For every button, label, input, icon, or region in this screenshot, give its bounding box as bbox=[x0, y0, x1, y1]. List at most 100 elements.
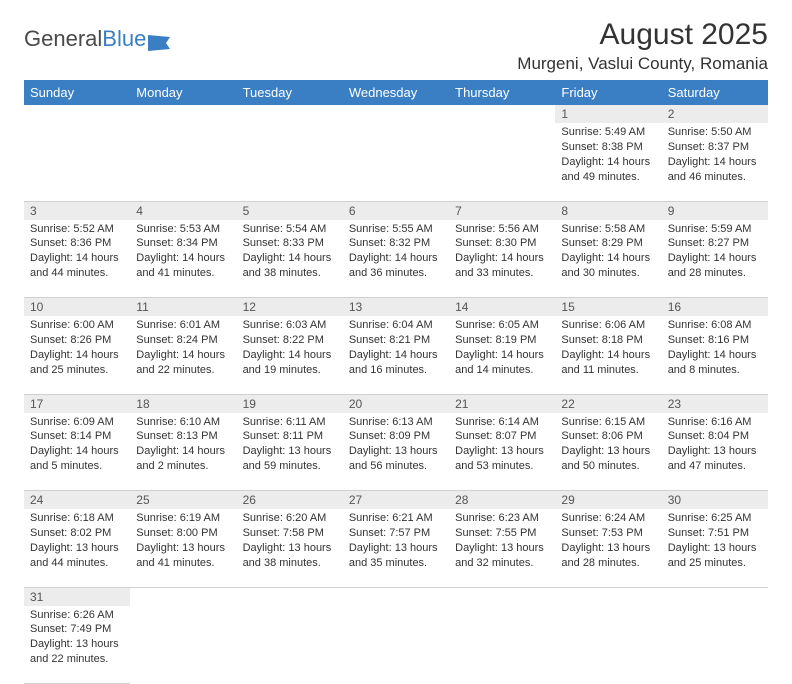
logo-text-2: Blue bbox=[102, 26, 146, 52]
day-cell bbox=[130, 606, 236, 684]
day-body: Sunrise: 5:50 AMSunset: 8:37 PMDaylight:… bbox=[662, 123, 768, 188]
day-number: 11 bbox=[130, 298, 236, 317]
day-number bbox=[130, 105, 236, 123]
day-cell: Sunrise: 6:04 AMSunset: 8:21 PMDaylight:… bbox=[343, 316, 449, 394]
sunrise-text: Sunrise: 6:11 AM bbox=[243, 415, 337, 430]
col-header: Wednesday bbox=[343, 80, 449, 105]
day-cell: Sunrise: 5:55 AMSunset: 8:32 PMDaylight:… bbox=[343, 220, 449, 298]
sunrise-text: Sunrise: 5:50 AM bbox=[668, 125, 762, 140]
sunrise-text: Sunrise: 6:23 AM bbox=[455, 511, 549, 526]
day-cell: Sunrise: 6:20 AMSunset: 7:58 PMDaylight:… bbox=[237, 509, 343, 587]
sunrise-text: Sunrise: 6:08 AM bbox=[668, 318, 762, 333]
daylight-text: Daylight: 14 hours and 46 minutes. bbox=[668, 155, 762, 185]
sunset-text: Sunset: 8:02 PM bbox=[30, 526, 124, 541]
day-number: 10 bbox=[24, 298, 130, 317]
day-body: Sunrise: 5:49 AMSunset: 8:38 PMDaylight:… bbox=[555, 123, 661, 188]
col-header: Tuesday bbox=[237, 80, 343, 105]
day-number: 21 bbox=[449, 394, 555, 413]
sunset-text: Sunset: 8:13 PM bbox=[136, 429, 230, 444]
day-cell bbox=[343, 123, 449, 201]
sunrise-text: Sunrise: 6:24 AM bbox=[561, 511, 655, 526]
daylight-text: Daylight: 13 hours and 53 minutes. bbox=[455, 444, 549, 474]
day-number bbox=[449, 587, 555, 606]
sunset-text: Sunset: 8:21 PM bbox=[349, 333, 443, 348]
daynum-row: 3456789 bbox=[24, 201, 768, 220]
day-body: Sunrise: 6:09 AMSunset: 8:14 PMDaylight:… bbox=[24, 413, 130, 478]
day-cell: Sunrise: 6:08 AMSunset: 8:16 PMDaylight:… bbox=[662, 316, 768, 394]
sunset-text: Sunset: 8:04 PM bbox=[668, 429, 762, 444]
day-number: 5 bbox=[237, 201, 343, 220]
sunrise-text: Sunrise: 5:59 AM bbox=[668, 222, 762, 237]
day-number: 1 bbox=[555, 105, 661, 123]
sunrise-text: Sunrise: 6:13 AM bbox=[349, 415, 443, 430]
sunrise-text: Sunrise: 6:16 AM bbox=[668, 415, 762, 430]
day-number bbox=[24, 105, 130, 123]
sunset-text: Sunset: 8:19 PM bbox=[455, 333, 549, 348]
day-cell: Sunrise: 6:26 AMSunset: 7:49 PMDaylight:… bbox=[24, 606, 130, 684]
day-cell bbox=[343, 606, 449, 684]
header: GeneralBlue August 2025 Murgeni, Vaslui … bbox=[24, 18, 768, 74]
sunrise-text: Sunrise: 6:14 AM bbox=[455, 415, 549, 430]
col-header: Friday bbox=[555, 80, 661, 105]
sunrise-text: Sunrise: 6:15 AM bbox=[561, 415, 655, 430]
day-cell bbox=[449, 606, 555, 684]
sunrise-text: Sunrise: 5:53 AM bbox=[136, 222, 230, 237]
day-cell: Sunrise: 6:03 AMSunset: 8:22 PMDaylight:… bbox=[237, 316, 343, 394]
sunset-text: Sunset: 8:09 PM bbox=[349, 429, 443, 444]
sunset-text: Sunset: 8:33 PM bbox=[243, 236, 337, 251]
daylight-text: Daylight: 13 hours and 59 minutes. bbox=[243, 444, 337, 474]
day-cell: Sunrise: 6:00 AMSunset: 8:26 PMDaylight:… bbox=[24, 316, 130, 394]
daylight-text: Daylight: 13 hours and 22 minutes. bbox=[30, 637, 124, 667]
daylight-text: Daylight: 14 hours and 41 minutes. bbox=[136, 251, 230, 281]
day-cell: Sunrise: 6:05 AMSunset: 8:19 PMDaylight:… bbox=[449, 316, 555, 394]
sunrise-text: Sunrise: 6:25 AM bbox=[668, 511, 762, 526]
day-cell: Sunrise: 6:14 AMSunset: 8:07 PMDaylight:… bbox=[449, 413, 555, 491]
sunset-text: Sunset: 7:51 PM bbox=[668, 526, 762, 541]
calendar-table: Sunday Monday Tuesday Wednesday Thursday… bbox=[24, 80, 768, 684]
day-number: 30 bbox=[662, 491, 768, 510]
sunset-text: Sunset: 8:00 PM bbox=[136, 526, 230, 541]
day-number: 28 bbox=[449, 491, 555, 510]
daylight-text: Daylight: 14 hours and 49 minutes. bbox=[561, 155, 655, 185]
col-header: Monday bbox=[130, 80, 236, 105]
daylight-text: Daylight: 13 hours and 28 minutes. bbox=[561, 541, 655, 571]
day-number: 15 bbox=[555, 298, 661, 317]
sunrise-text: Sunrise: 5:56 AM bbox=[455, 222, 549, 237]
daylight-text: Daylight: 14 hours and 22 minutes. bbox=[136, 348, 230, 378]
daynum-row: 12 bbox=[24, 105, 768, 123]
sunset-text: Sunset: 8:32 PM bbox=[349, 236, 443, 251]
day-number: 16 bbox=[662, 298, 768, 317]
col-header: Thursday bbox=[449, 80, 555, 105]
day-number bbox=[343, 587, 449, 606]
logo: GeneralBlue bbox=[24, 26, 172, 52]
day-body: Sunrise: 6:15 AMSunset: 8:06 PMDaylight:… bbox=[555, 413, 661, 478]
day-cell: Sunrise: 5:56 AMSunset: 8:30 PMDaylight:… bbox=[449, 220, 555, 298]
sunset-text: Sunset: 8:11 PM bbox=[243, 429, 337, 444]
sunrise-text: Sunrise: 6:18 AM bbox=[30, 511, 124, 526]
daynum-row: 10111213141516 bbox=[24, 298, 768, 317]
daylight-text: Daylight: 13 hours and 32 minutes. bbox=[455, 541, 549, 571]
sunset-text: Sunset: 7:58 PM bbox=[243, 526, 337, 541]
day-cell: Sunrise: 6:09 AMSunset: 8:14 PMDaylight:… bbox=[24, 413, 130, 491]
day-cell bbox=[237, 123, 343, 201]
day-cell: Sunrise: 6:19 AMSunset: 8:00 PMDaylight:… bbox=[130, 509, 236, 587]
daylight-text: Daylight: 14 hours and 33 minutes. bbox=[455, 251, 549, 281]
daylight-text: Daylight: 14 hours and 14 minutes. bbox=[455, 348, 549, 378]
sunrise-text: Sunrise: 6:19 AM bbox=[136, 511, 230, 526]
day-body: Sunrise: 6:03 AMSunset: 8:22 PMDaylight:… bbox=[237, 316, 343, 381]
sunset-text: Sunset: 8:29 PM bbox=[561, 236, 655, 251]
day-number: 9 bbox=[662, 201, 768, 220]
sunrise-text: Sunrise: 6:06 AM bbox=[561, 318, 655, 333]
sunset-text: Sunset: 8:06 PM bbox=[561, 429, 655, 444]
day-body: Sunrise: 6:18 AMSunset: 8:02 PMDaylight:… bbox=[24, 509, 130, 574]
sunrise-text: Sunrise: 5:49 AM bbox=[561, 125, 655, 140]
day-number: 2 bbox=[662, 105, 768, 123]
day-cell bbox=[24, 123, 130, 201]
col-header: Sunday bbox=[24, 80, 130, 105]
day-cell bbox=[662, 606, 768, 684]
sunset-text: Sunset: 7:49 PM bbox=[30, 622, 124, 637]
day-cell bbox=[130, 123, 236, 201]
col-header: Saturday bbox=[662, 80, 768, 105]
day-body: Sunrise: 6:13 AMSunset: 8:09 PMDaylight:… bbox=[343, 413, 449, 478]
day-body: Sunrise: 5:52 AMSunset: 8:36 PMDaylight:… bbox=[24, 220, 130, 285]
